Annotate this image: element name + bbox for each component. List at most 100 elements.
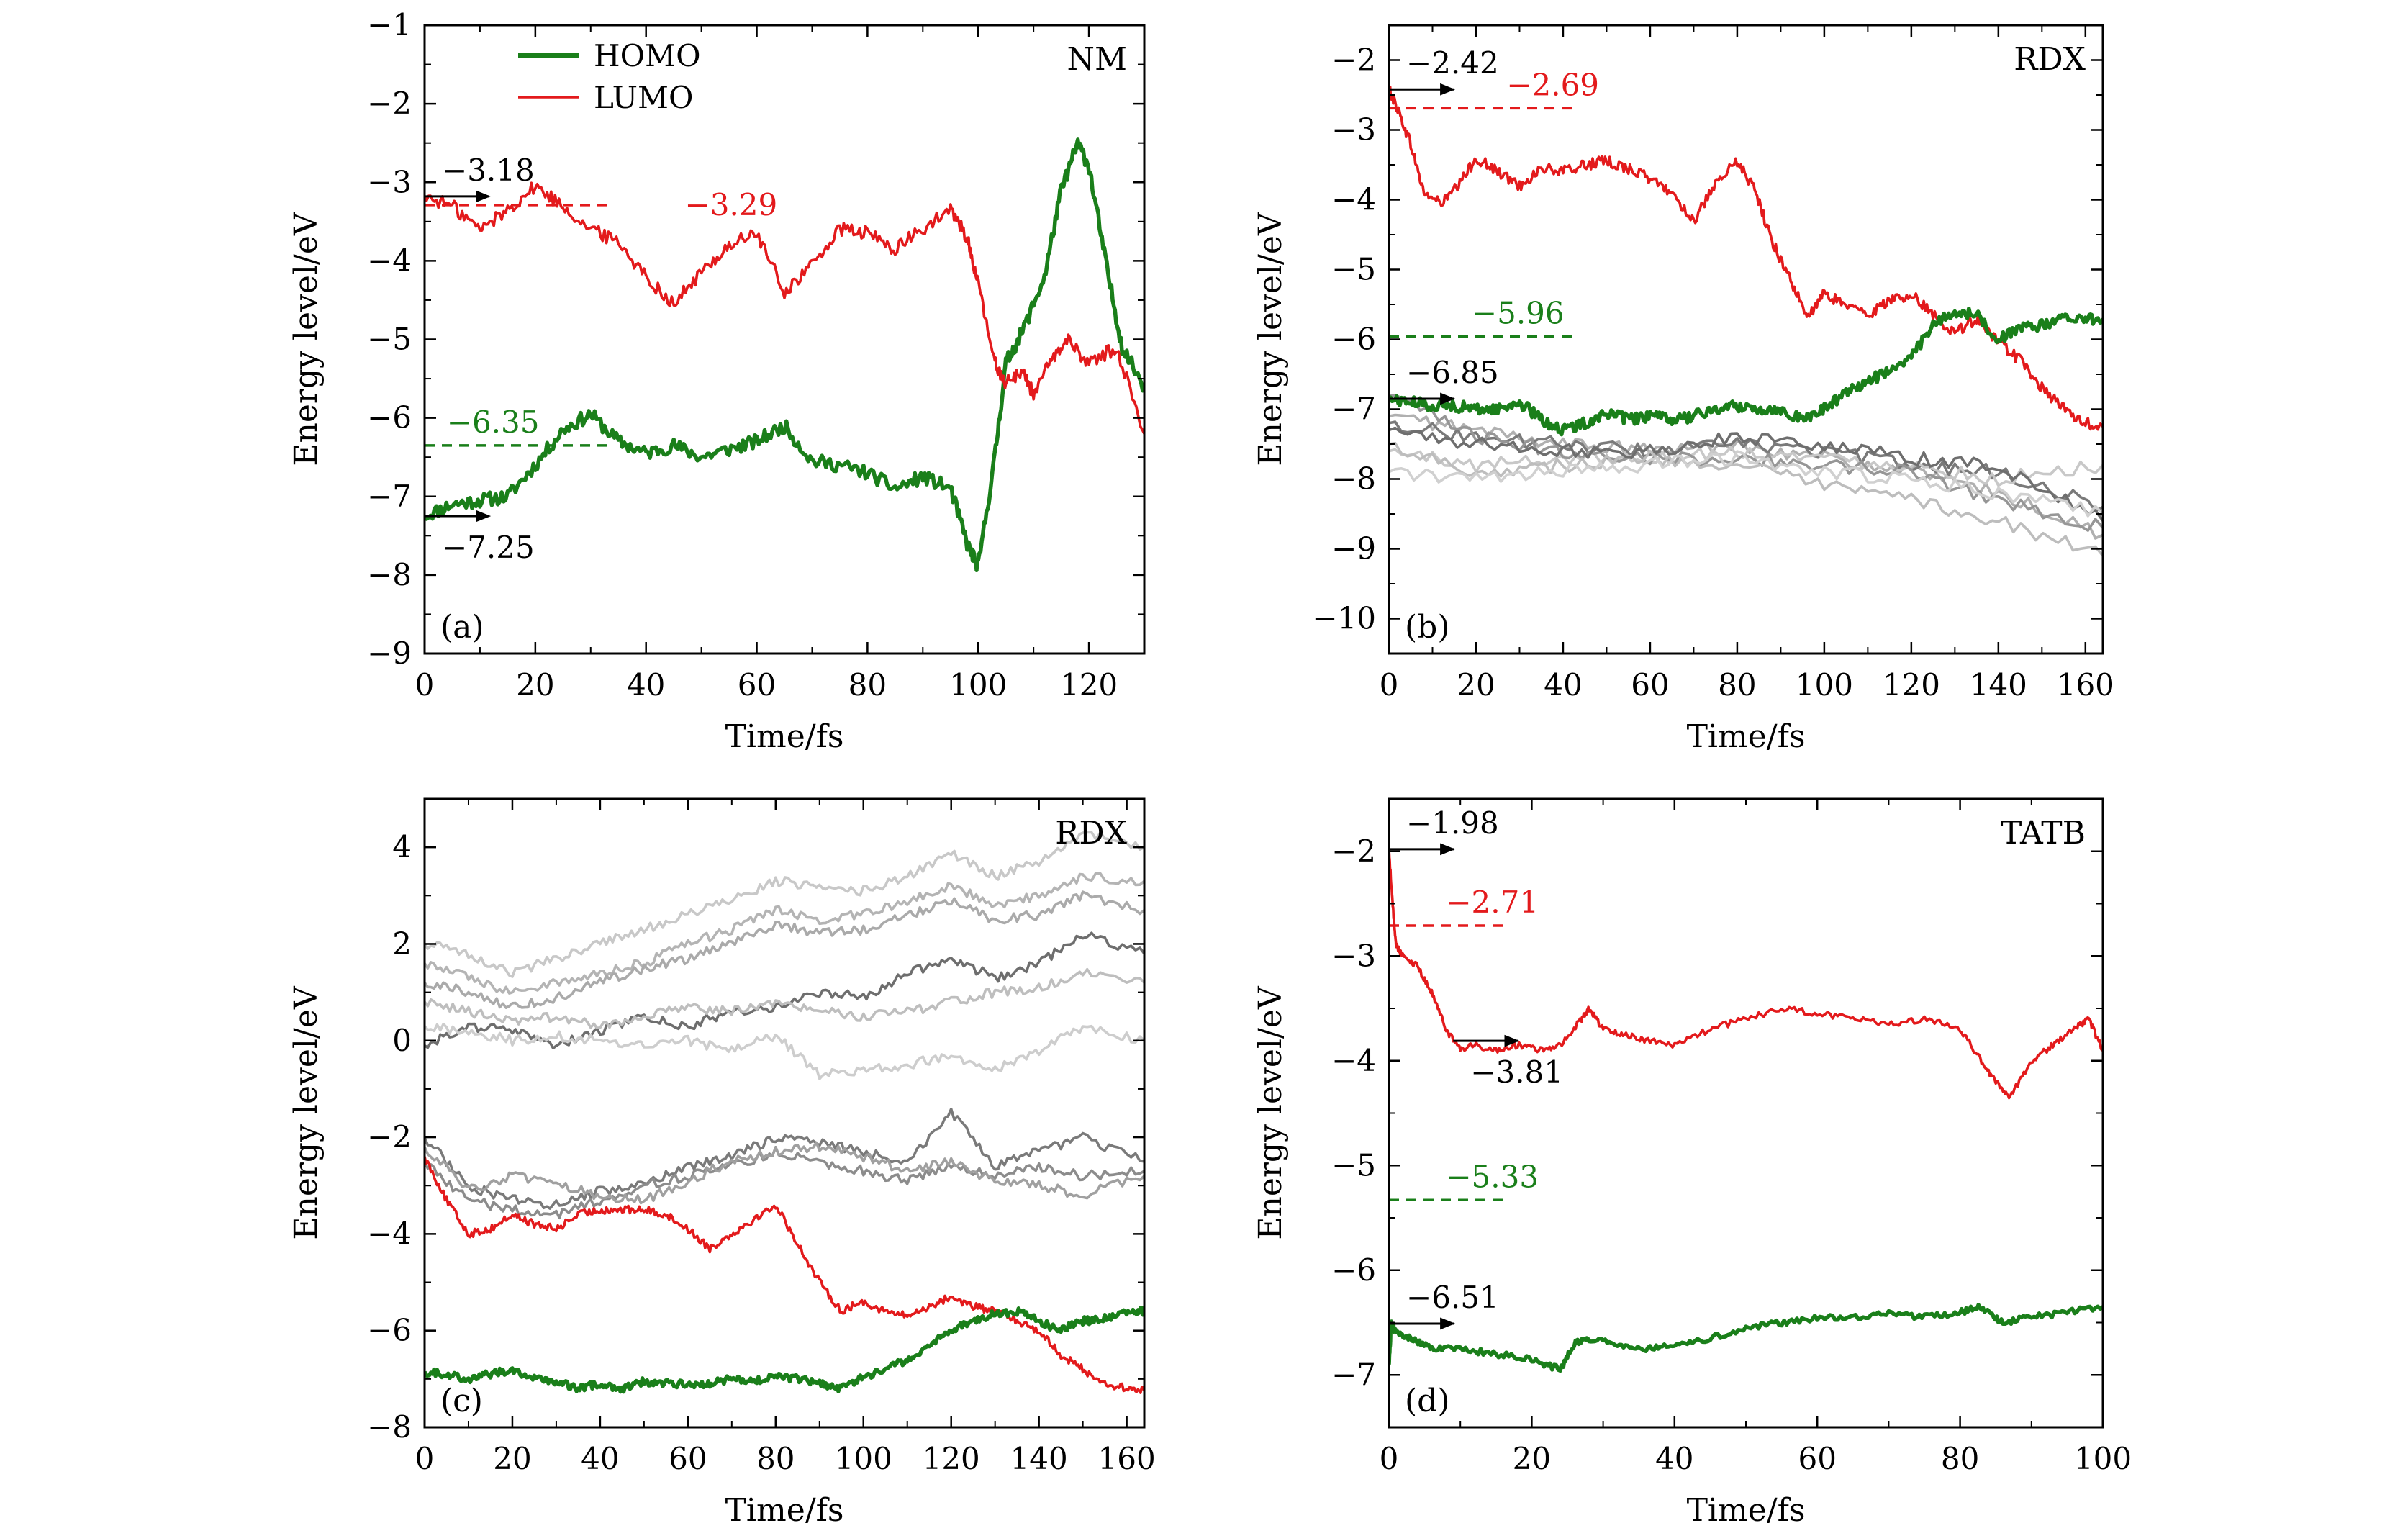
y-tick-label: −7 <box>1331 392 1376 427</box>
y-tick-label: −3 <box>1331 112 1376 148</box>
y-tick-label: −3 <box>1331 938 1376 973</box>
y-axis-label: Energy level/eV <box>1252 985 1289 1239</box>
plot-area <box>425 137 1144 573</box>
y-tick-label: −2 <box>1331 833 1376 869</box>
y-tick-label: −9 <box>1331 531 1376 566</box>
panel-label: (c) <box>440 1383 483 1419</box>
x-axis-label: Time/fs <box>1687 1492 1806 1523</box>
x-tick-label: 80 <box>848 667 887 702</box>
y-tick-label: −8 <box>367 557 412 592</box>
x-tick-label: 120 <box>1883 667 1940 702</box>
y-tick-label: −6 <box>1331 1252 1376 1288</box>
orbital-line-gray-c <box>425 831 1144 978</box>
annotation-label: −7.25 <box>442 530 535 565</box>
orbital-line-gray-c <box>425 1146 1144 1220</box>
y-tick-label: −4 <box>367 1216 412 1251</box>
annotation-label: −2.42 <box>1406 45 1499 81</box>
homo-line-b <box>1389 306 2103 437</box>
y-tick-label: −4 <box>367 243 412 278</box>
orbital-line-gray-c <box>425 1023 1144 1080</box>
series-lumo-a <box>425 181 1144 435</box>
y-tick-label: 0 <box>392 1023 412 1058</box>
y-tick-label: −6 <box>1331 322 1376 357</box>
x-tick-label: 80 <box>756 1441 795 1476</box>
plot-area <box>1389 849 2103 1373</box>
annotation-label: −3.18 <box>442 153 535 188</box>
y-tick-label: −5 <box>367 322 412 357</box>
x-tick-label: 80 <box>1941 1441 1979 1476</box>
panel-label: (d) <box>1405 1383 1450 1419</box>
panel-d: −1.98 −2.71 −3.81 −5.33 −6.51 0 20 40 60 80 100 −7 −… <box>1252 797 2132 1523</box>
y-tick-label: −4 <box>1331 182 1376 217</box>
orbital-line-gray-c <box>425 890 1144 1009</box>
x-tick-label: 100 <box>835 1441 892 1476</box>
y-tick-label: −3 <box>367 164 412 199</box>
orbital-line-gray-b <box>1389 441 2103 557</box>
x-tick-label: 160 <box>1098 1441 1156 1476</box>
x-tick-label: 100 <box>2074 1441 2132 1476</box>
x-tick-label: 0 <box>1380 1441 1399 1476</box>
panel-title: RDX <box>1055 815 1127 851</box>
lumo-line-b <box>1389 85 2103 431</box>
panel-c: 0 20 40 60 80 100 120 140 160 −8 −6 −4 −2 0 2 4 Time/fs E… <box>288 797 1156 1523</box>
lumo-line-d <box>1389 849 2103 1100</box>
orbital-line-gray-c <box>425 931 1144 1050</box>
annotation-label: −2.71 <box>1446 885 1539 920</box>
x-tick-label: 40 <box>627 667 665 702</box>
panel-title: TATB <box>2001 815 2086 851</box>
x-tick-label: 0 <box>415 1441 435 1476</box>
series-homo-a <box>425 137 1144 573</box>
x-tick-label: 60 <box>738 667 776 702</box>
x-axis-label: Time/fs <box>725 718 844 755</box>
x-tick-label: 120 <box>1060 667 1118 702</box>
panel-label: (b) <box>1405 609 1450 646</box>
x-tick-label: 100 <box>949 667 1007 702</box>
orbital-line-gray-c <box>425 1141 1144 1205</box>
x-tick-label: 80 <box>1718 667 1756 702</box>
lumo-line-c <box>425 1156 1144 1394</box>
annotation-label: −6.35 <box>447 405 540 440</box>
y-tick-label: −2 <box>1331 42 1376 78</box>
homo-line-d <box>1389 1303 2103 1373</box>
annotation-label: −6.85 <box>1406 355 1499 390</box>
y-tick-label: −8 <box>367 1409 412 1445</box>
panel-b: −2.42−2.69 −5.96 −6.85 0 20 40 60 80 100 120 140 16… <box>1252 24 2114 755</box>
y-tick-label: −1 <box>367 7 412 42</box>
y-axis-label: Energy level/eV <box>288 212 325 466</box>
x-tick-label: 40 <box>581 1441 619 1476</box>
x-axis-label: Time/fs <box>1687 718 1806 755</box>
y-axis-label: Energy level/eV <box>1252 212 1289 466</box>
orbital-line-gray-c <box>425 967 1144 1030</box>
orbital-line-gray-b <box>1389 450 2103 518</box>
y-tick-label: −9 <box>367 636 412 671</box>
x-tick-label: 20 <box>1513 1441 1551 1476</box>
x-tick-label: 20 <box>1457 667 1495 702</box>
y-tick-label: −6 <box>367 1313 412 1348</box>
orbital-line-gray-c <box>425 1107 1144 1210</box>
annotation-label: −3.81 <box>1470 1054 1563 1090</box>
x-tick-label: 60 <box>1631 667 1669 702</box>
x-tick-label: 0 <box>1380 667 1399 702</box>
panel-title: RDX <box>2014 41 2086 78</box>
orbital-line-gray-b <box>1389 394 2103 532</box>
legend-label-lumo: LUMO <box>594 80 693 115</box>
x-axis-label: Time/fs <box>725 1492 844 1523</box>
orbital-line-gray-b <box>1389 426 2103 522</box>
plot-area <box>425 831 1144 1394</box>
y-tick-label: −8 <box>1331 461 1376 497</box>
annotation-label: −6.51 <box>1406 1280 1499 1315</box>
annotation-label: −1.98 <box>1406 805 1499 841</box>
panel-label: (a) <box>440 609 484 646</box>
y-tick-label: −5 <box>1331 1147 1376 1183</box>
annotation-label: −5.33 <box>1446 1159 1539 1194</box>
homo-line-c <box>425 1306 1144 1394</box>
x-tick-label: 160 <box>2057 667 2114 702</box>
y-axis-label: Energy level/eV <box>288 985 325 1239</box>
x-tick-label: 60 <box>1798 1441 1836 1476</box>
panel-title: NM <box>1067 41 1127 78</box>
x-tick-label: 20 <box>493 1441 531 1476</box>
orbital-line-gray-b <box>1389 446 2103 487</box>
x-tick-label: 40 <box>1655 1441 1693 1476</box>
y-tick-label: −2 <box>367 86 412 121</box>
